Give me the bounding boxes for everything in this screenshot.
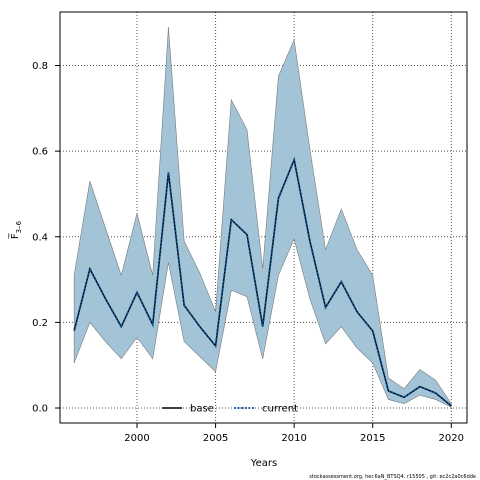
confidence-band xyxy=(73,26,452,408)
x-tick-label: 2010 xyxy=(281,433,306,444)
y-axis-title-main: F̅ xyxy=(8,232,21,239)
legend-label-base: base xyxy=(190,404,214,415)
legend-label-current: current xyxy=(262,404,298,415)
x-axis: 2000 2005 2010 2015 2020 xyxy=(124,423,464,444)
y-axis-title: F̅3–6 xyxy=(8,220,23,239)
y-tick-label: 0.8 xyxy=(32,61,48,72)
x-axis-title: Years xyxy=(250,458,277,469)
series-line-current xyxy=(73,156,452,407)
x-tick-label: 2005 xyxy=(203,433,228,444)
y-tick-label: 0.6 xyxy=(32,147,48,158)
footer-text: stockassessment.org, her.6aN_BTSQ4, r155… xyxy=(309,474,476,480)
y-axis: 0.0 0.2 0.4 0.6 0.8 xyxy=(32,61,60,415)
y-tick-label: 0.0 xyxy=(32,404,48,415)
y-axis-title-sub: 3–6 xyxy=(15,220,23,233)
grid xyxy=(60,12,467,423)
series-layer xyxy=(73,156,452,407)
y-tick-label: 0.4 xyxy=(32,232,48,243)
x-tick-label: 2015 xyxy=(360,433,385,444)
plot-frame xyxy=(59,11,468,424)
x-tick-label: 2000 xyxy=(124,433,149,444)
legend: base current xyxy=(162,404,298,415)
y-tick-label: 0.2 xyxy=(32,318,48,329)
x-tick-label: 2020 xyxy=(439,433,464,444)
